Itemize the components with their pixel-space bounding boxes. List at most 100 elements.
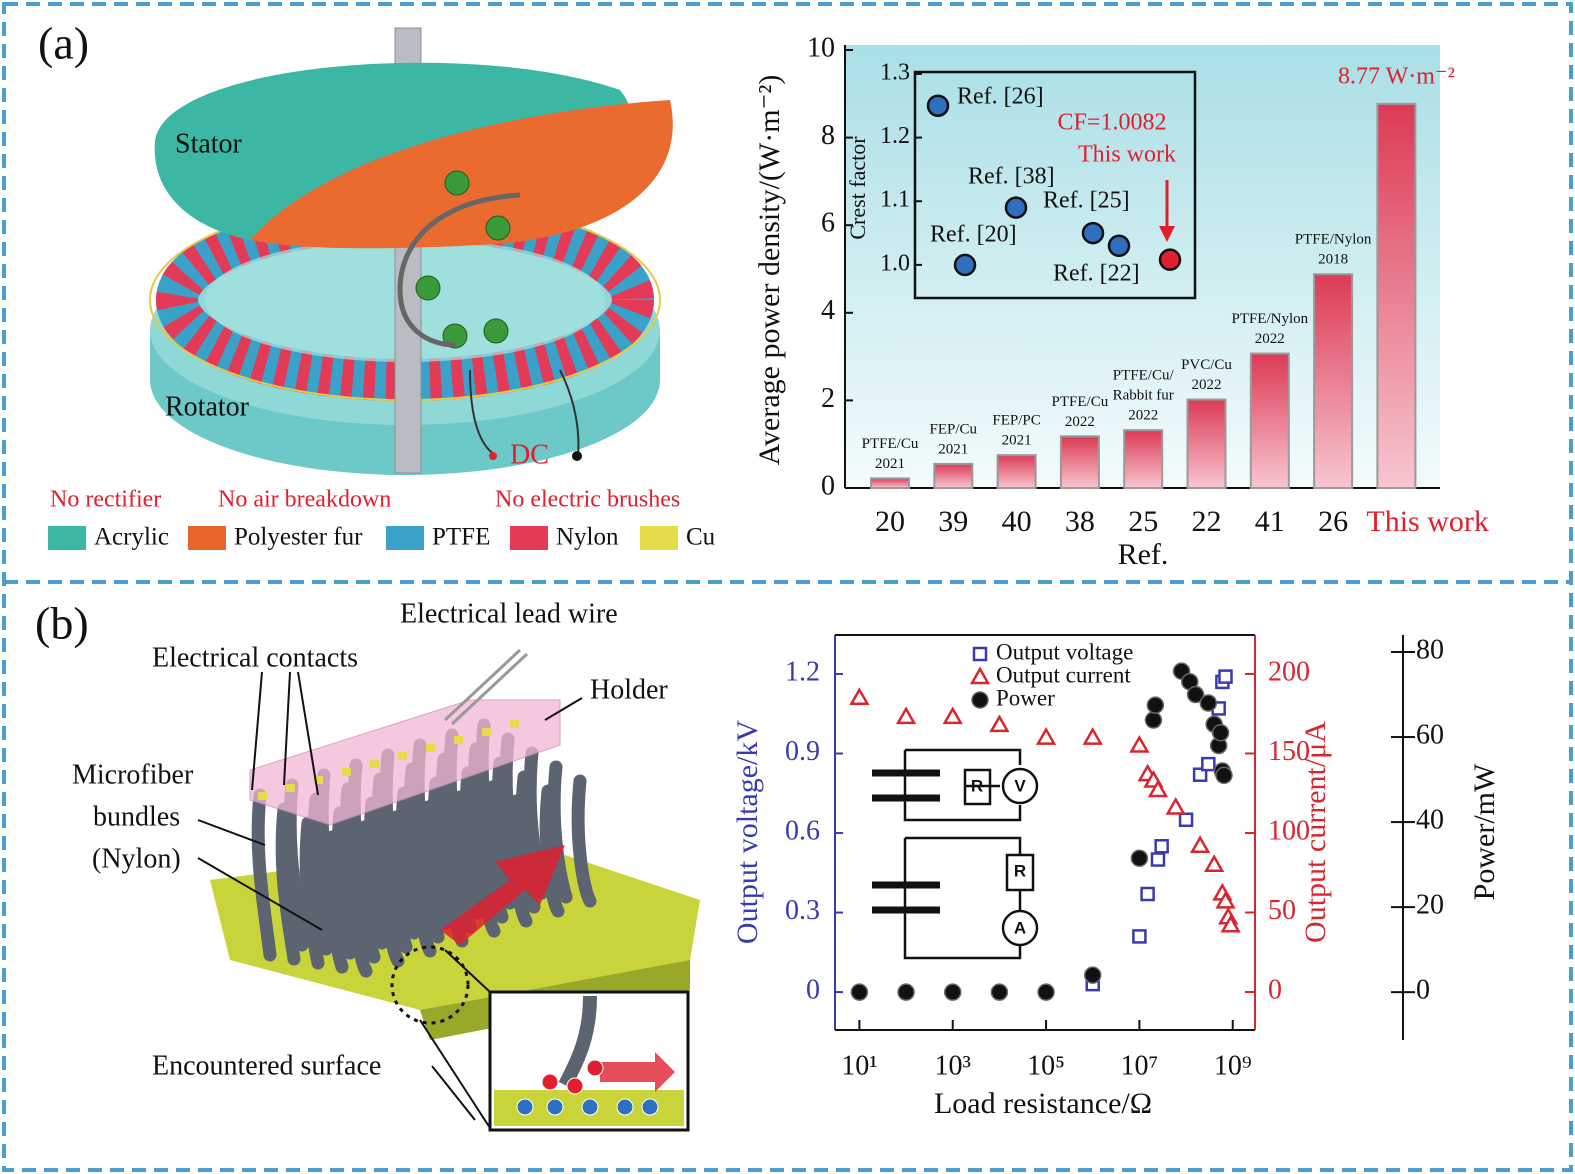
material-label: Acrylic bbox=[94, 524, 169, 551]
x-tick-label: 26 bbox=[1318, 505, 1348, 538]
microfiber bbox=[411, 824, 437, 958]
positive-charge bbox=[566, 1077, 584, 1095]
y-axis-title: Crest factor bbox=[845, 136, 870, 240]
point bbox=[953, 253, 977, 277]
zoom-fiber bbox=[558, 995, 597, 1089]
point bbox=[943, 983, 962, 1001]
point bbox=[1211, 724, 1230, 742]
y-tick-label: 150 bbox=[1268, 736, 1310, 767]
y-tick-label: 0 bbox=[1268, 974, 1282, 1005]
y-tick-label: 80 bbox=[1416, 634, 1444, 665]
point bbox=[850, 983, 869, 1001]
y-tick-label: 1.2 bbox=[880, 123, 910, 149]
contact bbox=[286, 784, 295, 792]
y-tick-label: 2 bbox=[821, 383, 835, 414]
zoom-circle bbox=[390, 945, 470, 1025]
point bbox=[1158, 248, 1182, 271]
point bbox=[849, 687, 870, 706]
legend-marker bbox=[969, 666, 991, 685]
legend-marker bbox=[972, 646, 988, 662]
point bbox=[1037, 983, 1055, 1001]
dc-wire bbox=[469, 369, 580, 456]
charge-ball bbox=[483, 318, 509, 344]
bar-label: PVC/Cu bbox=[1181, 357, 1232, 373]
material-label: Nylon bbox=[556, 524, 619, 551]
y-tick-label: 0 bbox=[806, 975, 820, 1006]
microfiber bbox=[475, 804, 501, 938]
y-tick-label: 0 bbox=[1416, 975, 1430, 1006]
zoom-arrow bbox=[600, 1052, 675, 1092]
ring-nylon bbox=[156, 199, 654, 401]
annotation: This work bbox=[1078, 142, 1176, 168]
bar bbox=[933, 462, 974, 490]
microfiber bbox=[275, 802, 301, 966]
charge-ball bbox=[485, 215, 511, 241]
contact bbox=[482, 728, 491, 736]
design-note: No electric brushes bbox=[495, 487, 680, 513]
bar-label: PTFE/Nylon bbox=[1295, 232, 1372, 248]
point bbox=[1215, 766, 1233, 785]
charge-ball bbox=[442, 323, 468, 349]
annotation-arrowhead bbox=[1159, 226, 1175, 242]
bar-label: Rabbit fur bbox=[1113, 388, 1174, 404]
negative-charge bbox=[616, 1098, 634, 1116]
x-tick-label: 40 bbox=[1002, 505, 1032, 538]
part-label: Rotator bbox=[165, 391, 250, 422]
part-label: DC bbox=[510, 439, 549, 470]
y-axis-title: Output voltage/kV bbox=[731, 720, 764, 944]
bar-label: 2022 bbox=[1128, 408, 1158, 424]
microfiber bbox=[459, 766, 485, 920]
design-note: No air breakdown bbox=[218, 487, 391, 513]
circuit-symbol: R bbox=[971, 776, 983, 795]
bar-label: 2021 bbox=[938, 441, 968, 457]
charge-ball bbox=[415, 275, 441, 301]
contact bbox=[370, 760, 379, 768]
microfiber bbox=[299, 816, 325, 970]
negative-charge bbox=[581, 1098, 599, 1116]
x-tick-label: 39 bbox=[938, 505, 968, 538]
x-tick-label: 20 bbox=[875, 505, 905, 538]
meter bbox=[1001, 767, 1039, 805]
bar bbox=[1123, 429, 1164, 489]
point-label: Ref. [20] bbox=[930, 222, 1017, 248]
callout: Electrical contacts bbox=[152, 642, 358, 673]
positive-charge bbox=[541, 1073, 559, 1091]
y-axis-title: Average power density/(W·m⁻²) bbox=[753, 75, 786, 466]
bar-label: PTFE/Cu bbox=[1052, 394, 1109, 410]
y-tick-label: 0.9 bbox=[785, 736, 820, 767]
bar-label: PTFE/Nylon bbox=[1231, 311, 1308, 327]
y-tick-label: 200 bbox=[1268, 656, 1310, 687]
bar-label: 2021 bbox=[875, 456, 905, 472]
microfiber bbox=[251, 788, 277, 962]
point bbox=[1165, 797, 1186, 815]
legend-label: Output voltage bbox=[996, 639, 1133, 664]
callout: Holder bbox=[590, 674, 668, 705]
microfiber bbox=[387, 810, 413, 954]
bar-label: 2021 bbox=[1002, 433, 1032, 449]
bar bbox=[1249, 352, 1290, 489]
charge-path bbox=[397, 192, 521, 348]
material-label: Polyester fur bbox=[234, 524, 363, 551]
point bbox=[1082, 727, 1103, 745]
point-label: Ref. [26] bbox=[957, 84, 1044, 110]
microfiber bbox=[547, 760, 573, 904]
bar-label: 2022 bbox=[1255, 331, 1285, 347]
microfiber bbox=[395, 786, 421, 940]
microfiber bbox=[323, 830, 349, 974]
y-tick-label: 4 bbox=[821, 295, 835, 326]
x-tick-label: 10³ bbox=[935, 1050, 971, 1081]
dc-terminal bbox=[489, 452, 497, 460]
x-tick-label: This work bbox=[1366, 505, 1489, 538]
point bbox=[1107, 234, 1131, 258]
x-tick-label: 22 bbox=[1192, 505, 1222, 538]
negative-charge bbox=[516, 1098, 534, 1116]
x-tick-label: 10⁵ bbox=[1027, 1050, 1065, 1081]
y-tick-label: 8 bbox=[821, 120, 835, 151]
y-tick-label: 40 bbox=[1416, 805, 1444, 836]
callout: (Nylon) bbox=[92, 843, 181, 874]
bar-label: PTFE/Cu/ bbox=[1113, 368, 1175, 384]
y-tick-label: 50 bbox=[1268, 895, 1296, 926]
circuit-symbol: V bbox=[1014, 776, 1026, 795]
